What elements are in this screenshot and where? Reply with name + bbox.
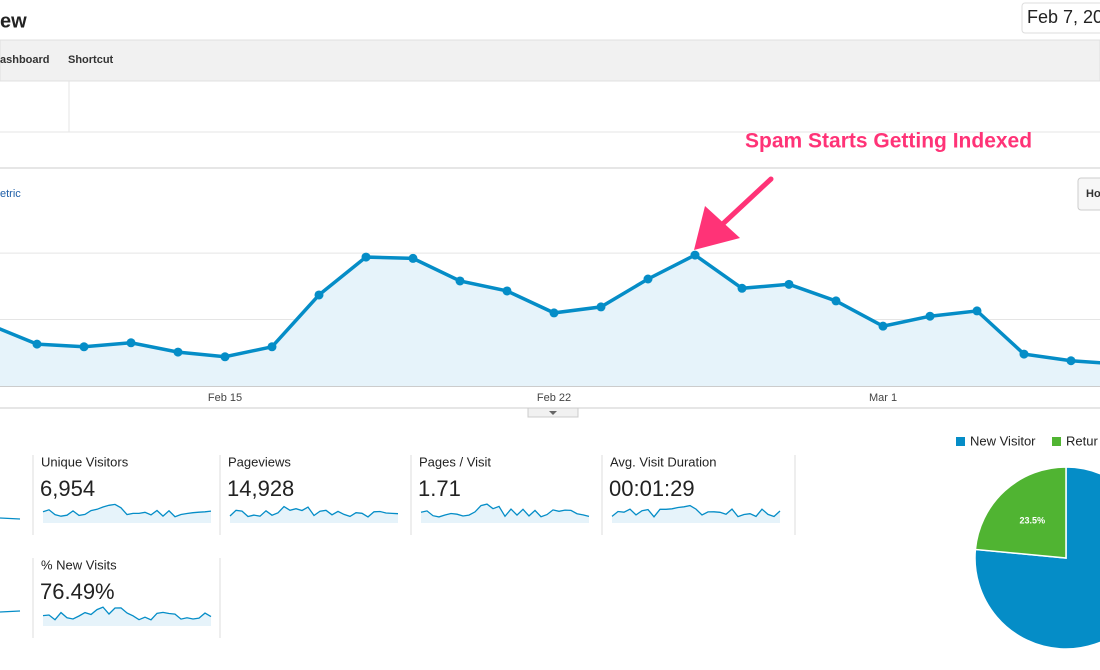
- collapse-icon: [549, 411, 557, 415]
- annotation-arrowhead: [694, 206, 740, 250]
- metric-value: 1.71: [418, 476, 461, 501]
- point: [831, 296, 841, 306]
- annotation: Spam Starts Getting Indexed: [745, 130, 1032, 153]
- pie-slice: [974, 466, 1067, 559]
- date-range: Feb 7, 20: [1027, 7, 1100, 27]
- date-box[interactable]: [1021, 2, 1100, 34]
- legend-swatch: [1052, 437, 1061, 446]
- metric-label: Unique Visitors: [41, 454, 129, 469]
- metric-label: % New Visits: [41, 557, 117, 572]
- point: [925, 311, 935, 321]
- point: [972, 306, 982, 316]
- point: [784, 279, 794, 289]
- tab-bar: [0, 39, 1100, 82]
- sparkline: [0, 517, 21, 520]
- metric-label: Pageviews: [228, 454, 291, 469]
- area: [0, 255, 1100, 386]
- legend-label: New Visitor: [970, 433, 1036, 448]
- legend-swatch: [956, 437, 965, 446]
- metric-link[interactable]: etric: [0, 188, 21, 200]
- sparkline-area: [421, 504, 589, 523]
- metric-value: 76.49%: [40, 579, 115, 604]
- pie-slice: [974, 466, 1100, 650]
- point: [79, 342, 89, 352]
- point: [502, 286, 512, 296]
- sparkline-area: [43, 607, 211, 626]
- metric-label: Pages / Visit: [419, 454, 491, 469]
- x-tick-label: Feb 15: [208, 392, 242, 404]
- point: [408, 253, 418, 263]
- sparkline: [42, 606, 212, 621]
- metric-value: 6,954: [40, 476, 95, 501]
- point: [361, 252, 371, 262]
- metric-value: 00:01:29: [609, 476, 695, 501]
- sparkline-area: [230, 506, 398, 523]
- point: [549, 308, 559, 318]
- point: [32, 339, 42, 349]
- sparkline-area: [43, 504, 211, 523]
- metrics: Unique Visitors 6,954 Pageviews 14,928 Pages…: [0, 454, 796, 638]
- metric-value: 14,928: [227, 476, 294, 501]
- point: [596, 302, 606, 312]
- line-chart: Feb 15 Feb 22 Mar 1: [0, 250, 1100, 404]
- sparkline: [611, 504, 781, 518]
- sparkline: [420, 503, 590, 518]
- point: [1019, 349, 1029, 359]
- point: [173, 347, 183, 357]
- point: [1066, 356, 1076, 366]
- point: [126, 338, 136, 348]
- tab[interactable]: Shortcut: [68, 54, 114, 66]
- sparkline: [229, 505, 399, 518]
- point: [267, 342, 277, 352]
- legend-label: Retur: [1066, 433, 1098, 448]
- point: [690, 250, 700, 260]
- point: [220, 352, 230, 362]
- x-tick-label: Feb 22: [537, 392, 571, 404]
- point: [878, 321, 888, 331]
- point: [314, 290, 324, 300]
- tab[interactable]: ashboard: [0, 54, 50, 66]
- x-tick-label: Mar 1: [869, 392, 897, 404]
- button[interactable]: [1077, 177, 1100, 211]
- sparkline: [42, 503, 212, 518]
- sparkline-area: [612, 505, 780, 523]
- point: [643, 274, 653, 284]
- point: [455, 276, 465, 286]
- point: [737, 283, 747, 293]
- pie-chart: 23.5% New Visitor Retur: [956, 433, 1100, 650]
- slice-label: 23.5%: [1020, 515, 1046, 525]
- page-title: ew: [0, 10, 27, 32]
- button-label: Ho: [1086, 188, 1100, 200]
- metric-label: Avg. Visit Duration: [610, 454, 716, 469]
- sparkline: [0, 610, 21, 613]
